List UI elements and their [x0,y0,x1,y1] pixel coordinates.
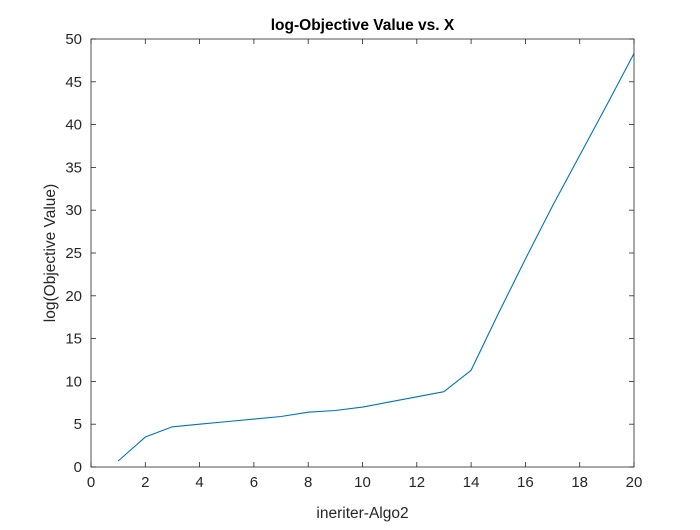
y-tick-label: 5 [74,416,82,433]
x-tick-label: 4 [195,474,203,491]
plot-marks [117,53,635,462]
y-tick-label: 30 [65,202,82,219]
axes: 0 2 4 6 8 10 12 14 16 18 20 0 5 10 15 20 25 30 35 40 45 50 [65,31,642,491]
y-tick-label: 15 [65,331,82,348]
x-tick-label: 0 [87,474,95,491]
y-tick-label: 35 [65,159,82,176]
x-tick-label: 12 [408,474,425,491]
y-tick-label: 50 [65,31,82,48]
y-tick-label: 0 [74,459,82,476]
x-tick-label: 2 [141,474,149,491]
chart-title: log-Objective Value vs. X [271,17,455,34]
x-axis-label: ineriter-Algo2 [316,505,408,522]
x-tick-label: 6 [250,474,258,491]
x-tick-label: 18 [571,474,588,491]
x-tick-label: 14 [463,474,480,491]
x-tick-label: 16 [517,474,534,491]
y-tick-label: 45 [65,74,82,91]
series-line-1 [117,53,635,462]
y-tick-label: 20 [65,288,82,305]
x-tick-label: 10 [354,474,371,491]
x-tick-label: 20 [626,474,643,491]
y-tick-label: 25 [65,245,82,262]
plot-area-background [91,39,634,467]
y-tick-label: 10 [65,373,82,390]
x-tick-label: 8 [304,474,312,491]
y-tick-label: 40 [65,117,82,134]
y-axis-label: log(Objective Value) [42,184,59,322]
